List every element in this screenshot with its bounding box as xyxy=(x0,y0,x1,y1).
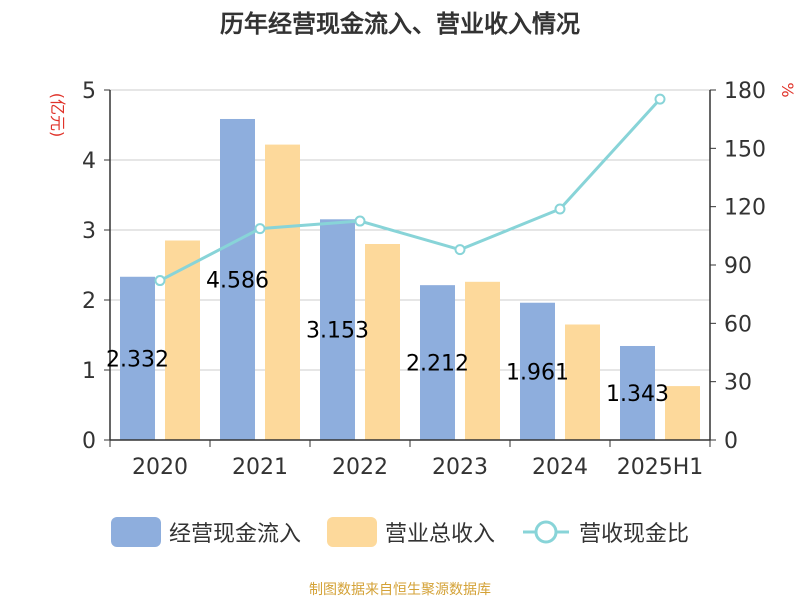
bar-revenue xyxy=(265,144,300,440)
point-cash-ratio xyxy=(554,203,566,215)
legend-label-cash-inflow: 经营现金流入 xyxy=(168,522,301,547)
legend-label-cash-ratio: 营收现金比 xyxy=(579,522,690,547)
x-tick-label: 2025H1 xyxy=(617,455,704,480)
x-tick-label: 2023 xyxy=(432,455,488,480)
data-label-cash-inflow: 2.212 xyxy=(406,352,469,377)
point-cash-ratio xyxy=(354,215,366,227)
axis-layer: 0 1 2 3 4 5 0 30 60 90 120 150 180 (亿元)% 2020 2021 2022 2… xyxy=(48,79,797,480)
data-label-cash-inflow: 1.343 xyxy=(606,382,669,407)
x-tick-label: 2020 xyxy=(132,455,188,480)
point-cash-ratio xyxy=(154,275,166,287)
right-tick-label: 90 xyxy=(724,254,752,279)
left-tick-label: 1 xyxy=(82,359,96,384)
bar-revenue xyxy=(465,281,500,440)
x-tick-label: 2021 xyxy=(232,455,288,480)
right-tick-label: 120 xyxy=(724,196,766,221)
legend-item-cash-inflow[interactable]: 经营现金流入 xyxy=(110,516,301,548)
legend: 经营现金流入 营业总收入 营收现金比 xyxy=(0,516,800,548)
bar-cash-inflow xyxy=(220,118,255,440)
point-cash-ratio xyxy=(654,93,666,105)
right-axis-label: % xyxy=(778,82,797,97)
grid-layer xyxy=(110,89,710,371)
right-tick-label: 180 xyxy=(724,79,766,104)
data-label-cash-inflow: 2.332 xyxy=(106,347,169,372)
left-tick-label: 0 xyxy=(82,429,96,454)
legend-item-revenue[interactable]: 营业总收入 xyxy=(326,516,495,548)
label-layer: 2.332 4.586 3.153 2.212 1.961 1.343 xyxy=(106,268,669,407)
line-layer xyxy=(154,93,666,287)
bar-cash-inflow xyxy=(420,285,455,440)
line-cash-ratio xyxy=(159,98,662,282)
bar-cash-inflow xyxy=(120,276,155,440)
x-tick-label: 2022 xyxy=(332,455,388,480)
left-tick-label: 5 xyxy=(82,79,96,104)
x-tick-label: 2024 xyxy=(532,455,588,480)
bar-revenue xyxy=(565,324,600,440)
left-axis-label: (亿元) xyxy=(48,93,67,138)
bar-cash-inflow xyxy=(620,345,655,440)
data-label-cash-inflow: 1.961 xyxy=(506,360,569,385)
left-tick-label: 4 xyxy=(82,149,96,174)
left-tick-label: 2 xyxy=(82,289,96,314)
bar-revenue xyxy=(665,386,700,440)
chart-title: 历年经营现金流入、营业收入情况 xyxy=(220,10,580,38)
legend-swatch-cash-ratio xyxy=(523,520,569,544)
point-cash-ratio xyxy=(454,244,466,256)
legend-label-revenue: 营业总收入 xyxy=(384,522,495,547)
right-tick-label: 30 xyxy=(724,371,752,396)
bar-cash-inflow xyxy=(520,302,555,440)
data-label-cash-inflow: 3.153 xyxy=(306,319,369,344)
left-tick-label: 3 xyxy=(82,219,96,244)
data-label-cash-inflow: 4.586 xyxy=(206,268,269,293)
point-cash-ratio xyxy=(254,223,266,235)
source-note: 制图数据来自恒生聚源数据库 xyxy=(309,582,491,598)
legend-swatch-revenue xyxy=(326,517,377,547)
bar-cash-inflow xyxy=(320,219,355,440)
bar-revenue xyxy=(365,244,400,440)
legend-swatch-cash-inflow xyxy=(110,517,161,547)
right-tick-label: 60 xyxy=(724,312,752,337)
legend-item-cash-ratio[interactable]: 营收现金比 xyxy=(521,516,689,548)
right-tick-label: 150 xyxy=(724,137,766,162)
right-tick-label: 0 xyxy=(724,429,738,454)
